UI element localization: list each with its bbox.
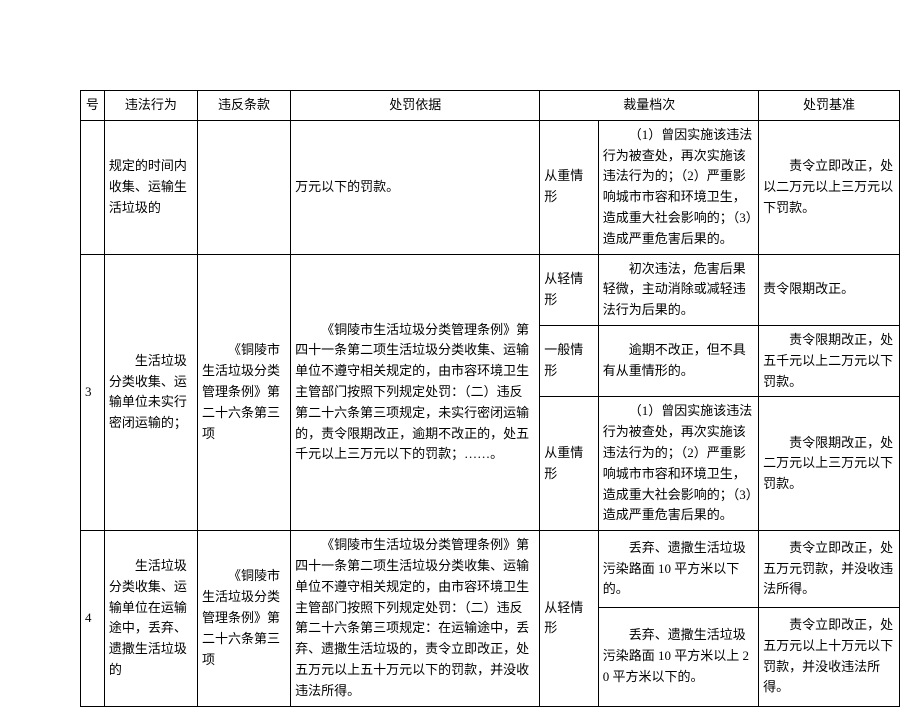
cell-detail: 丢弃、遗撒生活垃圾污染路面 10 平方米以下的。 bbox=[598, 531, 758, 608]
cell-clause bbox=[197, 120, 290, 254]
cell-level: 从轻情形 bbox=[540, 254, 598, 325]
cell-detail: （1）曾因实施该违法行为被查处，再次实施该违法行为的；（2）严重影响城市市容和环… bbox=[598, 397, 758, 531]
table-header-row: 号 违法行为 违反条款 处罚依据 裁量档次 处罚基准 bbox=[81, 91, 900, 121]
cell-detail: 丢弃、遗撒生活垃圾污染路面 10 平方米以上 20 平方米以下的。 bbox=[598, 607, 758, 706]
cell-clause: 《铜陵市生活垃圾分类管理条例》第二十六条第三项 bbox=[197, 254, 290, 531]
cell-level: 一般情形 bbox=[540, 325, 598, 396]
cell-detail: 逾期不改正，但不具有从重情形的。 bbox=[598, 325, 758, 396]
cell-penalty: 责令立即改正，处以二万元以上三万元以下罚款。 bbox=[759, 120, 900, 254]
cell-clause: 《铜陵市生活垃圾分类管理条例》第二十六条第三项 bbox=[197, 531, 290, 706]
cell-level: 从轻情形 bbox=[540, 531, 598, 706]
cell-penalty: 责令立即改正，处五万元以上十万元以下罚款，并没收违法所得。 bbox=[759, 607, 900, 706]
cell-violation: 生活垃圾分类收集、运输单位未实行密闭运输的； bbox=[104, 254, 197, 531]
table-row: 3 生活垃圾分类收集、运输单位未实行密闭运输的； 《铜陵市生活垃圾分类管理条例》… bbox=[81, 254, 900, 325]
col-basis: 处罚依据 bbox=[291, 91, 540, 121]
cell-level: 从重情形 bbox=[540, 120, 598, 254]
cell-penalty: 责令立即改正，处五万元罚款，并没收违法所得。 bbox=[759, 531, 900, 608]
col-penalty: 处罚基准 bbox=[759, 91, 900, 121]
cell-violation: 生活垃圾分类收集、运输单位在运输途中，丢弃、遗撒生活垃圾的 bbox=[104, 531, 197, 706]
col-level: 裁量档次 bbox=[540, 91, 759, 121]
cell-penalty: 责令限期改正。 bbox=[759, 254, 900, 325]
cell-penalty: 责令限期改正，处五千元以上二万元以下罚款。 bbox=[759, 325, 900, 396]
cell-detail: （1）曾因实施该违法行为被查处，再次实施该违法行为的；（2）严重影响城市市容和环… bbox=[598, 120, 758, 254]
cell-number bbox=[81, 120, 105, 254]
cell-basis: 万元以下的罚款。 bbox=[291, 120, 540, 254]
cell-violation: 规定的时间内收集、运输生活垃圾的 bbox=[104, 120, 197, 254]
cell-basis: 《铜陵市生活垃圾分类管理条例》第四十一条第二项生活垃圾分类收集、运输单位不遵守相… bbox=[291, 254, 540, 531]
table-row: 规定的时间内收集、运输生活垃圾的 万元以下的罚款。 从重情形 （1）曾因实施该违… bbox=[81, 120, 900, 254]
cell-number: 4 bbox=[81, 531, 105, 706]
cell-detail: 初次违法，危害后果轻微，主动消除或减轻违法行为后果的。 bbox=[598, 254, 758, 325]
col-clause: 违反条款 bbox=[197, 91, 290, 121]
cell-number: 3 bbox=[81, 254, 105, 531]
regulation-table: 号 违法行为 违反条款 处罚依据 裁量档次 处罚基准 规定的时间内收集、运输生活… bbox=[80, 90, 900, 707]
col-violation: 违法行为 bbox=[104, 91, 197, 121]
table-row: 4 生活垃圾分类收集、运输单位在运输途中，丢弃、遗撒生活垃圾的 《铜陵市生活垃圾… bbox=[81, 531, 900, 608]
cell-penalty: 责令限期改正，处二万元以上三万元以下罚款。 bbox=[759, 397, 900, 531]
col-number: 号 bbox=[81, 91, 105, 121]
cell-level: 从重情形 bbox=[540, 397, 598, 531]
cell-basis: 《铜陵市生活垃圾分类管理条例》第四十一条第二项生活垃圾分类收集、运输单位不遵守相… bbox=[291, 531, 540, 706]
